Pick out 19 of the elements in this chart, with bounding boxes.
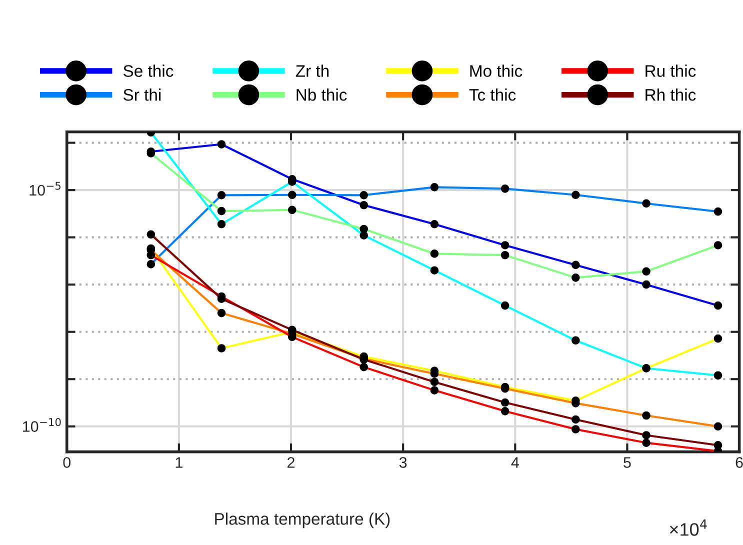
x-tick-label: 5 [624,457,631,468]
y-tick-label: 10$^{−5}$ [30,182,61,196]
legend-label: Zr th [296,64,329,77]
legend-label: Rh thic [646,88,696,101]
legend-label: Nb thic [296,88,347,101]
legend-label: Sr thi [124,88,161,101]
legend-label: Se thic [124,64,174,77]
text: ×10$^{4}$ [670,520,707,536]
legend-label: Tc thic [469,88,516,101]
x-axis-title: Plasma temperature (K) [215,512,390,528]
x-tick-label: 6 [736,457,743,468]
legend-label: Mo thic [470,64,522,77]
x-tick-label: 2 [288,457,294,468]
legend-label: Ru thic [646,64,696,77]
x-tick-label: 3 [399,457,407,468]
x-tick-label: 4 [511,457,519,468]
y-tick-label: 10$^{−10}$ [22,418,61,432]
x-tick-label: 0 [63,457,71,468]
x-tick-label: 1 [176,457,182,468]
